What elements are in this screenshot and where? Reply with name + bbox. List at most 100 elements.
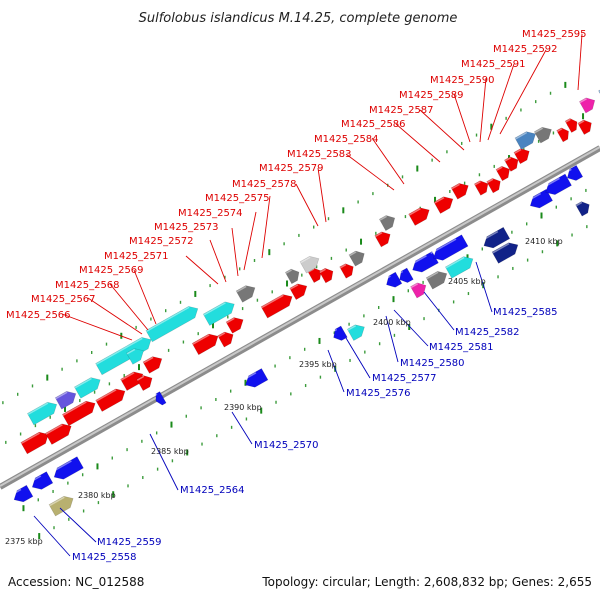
gene-feature[interactable]: [54, 388, 79, 410]
gene-feature[interactable]: [348, 248, 368, 267]
gene-feature[interactable]: [145, 303, 201, 343]
kbp-axis-labels: 2375 kbp 2380 kbp 2385 kbp 2390 kbp 2395…: [5, 237, 563, 546]
leader-line: [475, 261, 493, 313]
gene-feature[interactable]: [577, 117, 595, 135]
gene-label[interactable]: M1425_2587: [369, 105, 434, 116]
gene-feature[interactable]: [330, 325, 348, 343]
gene-feature[interactable]: [425, 268, 450, 290]
gene-feature[interactable]: [142, 353, 165, 374]
gene-label[interactable]: M1425_2566: [6, 310, 71, 321]
gene-label[interactable]: M1425_2568: [55, 280, 120, 291]
kbp-label: 2375 kbp: [5, 537, 43, 546]
gene-label[interactable]: M1425_2585: [493, 307, 558, 318]
gene-label[interactable]: M1425_2589: [399, 90, 464, 101]
leader-line: [327, 349, 345, 393]
gene-feature[interactable]: [383, 271, 403, 290]
gene-label[interactable]: M1425_2573: [154, 222, 219, 233]
gene-label[interactable]: M1425_2574: [178, 208, 243, 219]
gene-label[interactable]: M1425_2558: [72, 552, 137, 563]
gene-feature[interactable]: [486, 176, 504, 194]
gene-label[interactable]: M1425_2581: [429, 342, 494, 353]
gene-feature[interactable]: [408, 204, 433, 226]
gene-feature[interactable]: [152, 391, 167, 407]
kbp-label: 2395 kbp: [299, 360, 337, 369]
gene-feature[interactable]: [339, 261, 357, 279]
gene-feature[interactable]: [318, 266, 336, 284]
gene-feature[interactable]: [74, 374, 103, 399]
gene-label[interactable]: M1425_2592: [493, 44, 558, 55]
gene-feature[interactable]: [504, 154, 521, 172]
gene-feature[interactable]: [473, 178, 491, 196]
gene-label[interactable]: M1425_2590: [430, 75, 495, 86]
gene-feature[interactable]: [396, 267, 414, 285]
gene-feature[interactable]: [450, 180, 471, 200]
gene-feature[interactable]: [95, 385, 129, 412]
gene-feature[interactable]: [191, 331, 221, 356]
gene-feature[interactable]: [11, 484, 34, 505]
gene-feature[interactable]: [29, 471, 54, 493]
gene-feature[interactable]: [346, 321, 367, 341]
gene-label[interactable]: M1425_2584: [314, 134, 379, 145]
leader-line: [577, 33, 583, 91]
gene-label[interactable]: M1425_2575: [205, 193, 270, 204]
leader-line: [243, 211, 257, 271]
gene-label[interactable]: M1425_2595: [522, 29, 587, 40]
gene-feature[interactable]: [217, 329, 237, 348]
gene-feature[interactable]: [225, 314, 246, 334]
gene-feature[interactable]: [242, 368, 269, 391]
gene-feature[interactable]: [26, 399, 60, 426]
gene-feature[interactable]: [480, 226, 511, 251]
gene-feature[interactable]: [378, 212, 398, 231]
gene-feature[interactable]: [491, 239, 521, 264]
gene-feature[interactable]: [374, 229, 394, 248]
gene-feature[interactable]: [542, 173, 572, 198]
gene-feature[interactable]: [48, 493, 76, 517]
gene-label[interactable]: M1425_2564: [180, 485, 245, 496]
gene-feature[interactable]: [495, 164, 513, 182]
gene-feature[interactable]: [289, 280, 310, 301]
gene-feature[interactable]: [444, 253, 476, 279]
gene-feature[interactable]: [513, 146, 533, 165]
gene-label[interactable]: M1425_2580: [400, 358, 465, 369]
gene-feature[interactable]: [120, 368, 147, 391]
gene-feature[interactable]: [514, 128, 539, 150]
gene-feature[interactable]: [61, 398, 98, 427]
gene-label[interactable]: M1425_2582: [455, 327, 520, 338]
gene-feature[interactable]: [564, 116, 580, 133]
gene-label[interactable]: M1425_2578: [232, 179, 297, 190]
gene-label[interactable]: M1425_2579: [259, 163, 324, 174]
gene-feature[interactable]: [126, 345, 146, 365]
gene-label[interactable]: M1425_2571: [104, 251, 169, 262]
gene-feature[interactable]: [299, 253, 322, 274]
gene-label[interactable]: M1425_2559: [97, 537, 162, 548]
gene-label[interactable]: M1425_2572: [129, 236, 194, 247]
gene-label[interactable]: M1425_2569: [79, 265, 144, 276]
gene-label[interactable]: M1425_2570: [254, 440, 319, 451]
gene-feature[interactable]: [527, 188, 554, 211]
gene-feature[interactable]: [235, 282, 258, 303]
gene-feature[interactable]: [433, 193, 456, 214]
gene-feature[interactable]: [20, 429, 52, 455]
leader-line: [419, 109, 465, 151]
gene-feature[interactable]: [136, 372, 156, 392]
gene-feature[interactable]: [51, 456, 84, 483]
gene-feature[interactable]: [578, 95, 598, 114]
gene-label[interactable]: M1425_2583: [287, 149, 352, 160]
gene-label[interactable]: M1425_2576: [346, 388, 411, 399]
gene-feature[interactable]: [556, 126, 572, 143]
gene-feature[interactable]: [284, 266, 302, 285]
gene-feature[interactable]: [202, 298, 237, 326]
gene-feature[interactable]: [430, 234, 469, 264]
gene-feature[interactable]: [95, 334, 155, 376]
gene-feature[interactable]: [260, 291, 295, 319]
leader-line: [133, 269, 157, 325]
gene-label[interactable]: M1425_2577: [372, 373, 437, 384]
gene-label[interactable]: M1425_2586: [341, 119, 406, 130]
gene-feature[interactable]: [45, 420, 74, 445]
gene-feature[interactable]: [564, 164, 584, 183]
gene-feature[interactable]: [575, 199, 593, 217]
gene-feature[interactable]: [410, 280, 430, 299]
gene-label[interactable]: M1425_2591: [461, 59, 526, 70]
gene-feature[interactable]: [533, 124, 554, 144]
gene-label[interactable]: M1425_2567: [31, 294, 96, 305]
